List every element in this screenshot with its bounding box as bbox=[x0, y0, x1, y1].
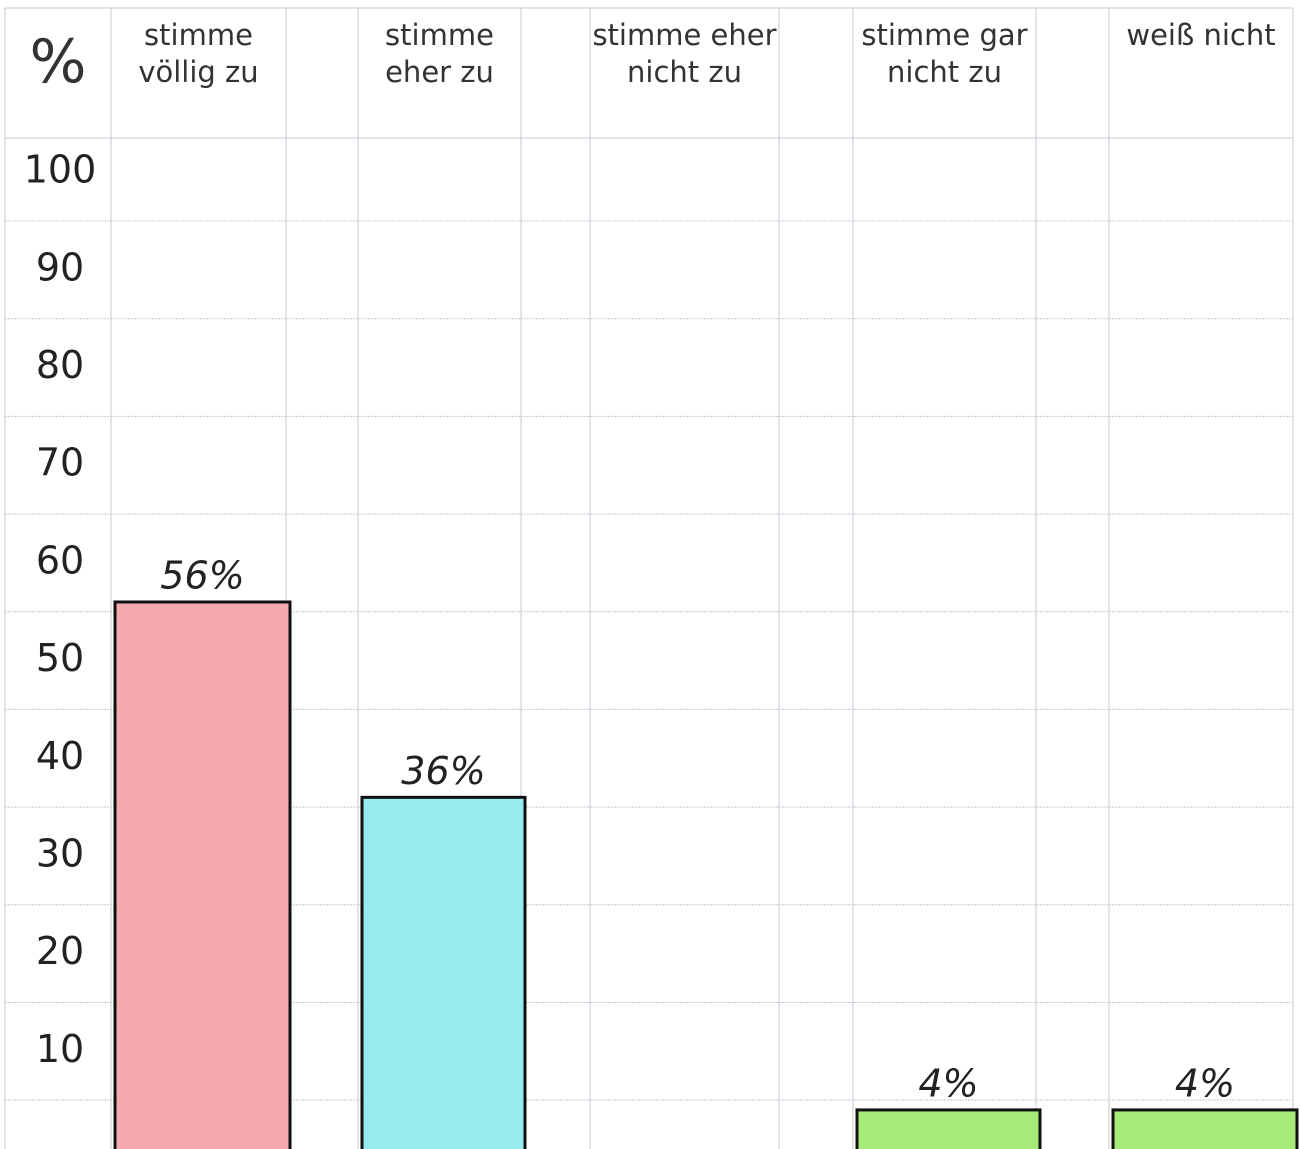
y-tick-label: 20 bbox=[36, 929, 84, 973]
y-tick-label: 10 bbox=[36, 1027, 84, 1071]
category-label: stimme gar nicht zu bbox=[861, 18, 1028, 89]
value-label: 4% bbox=[918, 1061, 978, 1105]
y-tick-label: 100 bbox=[24, 148, 97, 192]
value-label: 36% bbox=[401, 749, 485, 793]
y-tick-label: 80 bbox=[36, 343, 84, 387]
value-label: 4% bbox=[1175, 1061, 1235, 1105]
bar bbox=[1111, 1108, 1299, 1149]
y-axis-label: % bbox=[29, 27, 87, 97]
bar bbox=[855, 1108, 1042, 1149]
y-tick-label: 40 bbox=[36, 734, 84, 778]
category-label: stimme eher nicht zu bbox=[592, 18, 777, 89]
y-tick-label: 50 bbox=[36, 636, 84, 680]
value-label: 56% bbox=[160, 553, 244, 597]
y-tick-label: 70 bbox=[36, 441, 84, 485]
category-label: weiß nicht bbox=[1126, 18, 1276, 52]
category-label: stimme völlig zu bbox=[138, 18, 259, 89]
category-label: stimme eher zu bbox=[385, 18, 494, 89]
y-tick-label: 60 bbox=[36, 538, 84, 582]
y-tick-label: 90 bbox=[36, 245, 84, 289]
y-tick-label: 30 bbox=[36, 831, 84, 875]
bar bbox=[113, 600, 292, 1149]
bar bbox=[360, 795, 527, 1149]
